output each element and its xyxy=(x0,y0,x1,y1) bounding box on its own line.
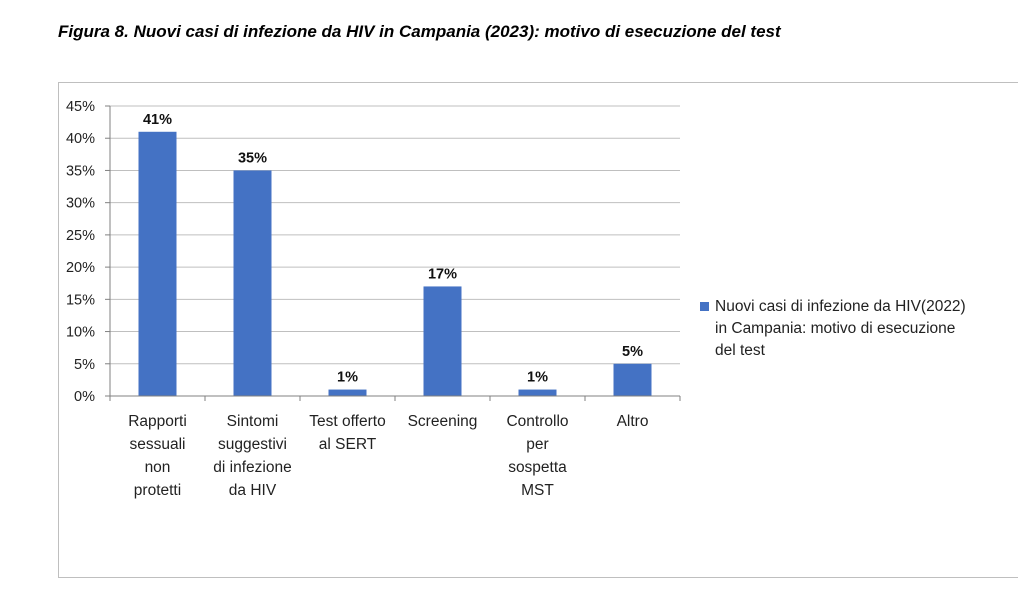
category-label: non xyxy=(145,459,171,476)
data-label: 1% xyxy=(527,370,548,386)
category-label: MST xyxy=(521,482,554,499)
figure-title: Figura 8. Nuovi casi di infezione da HIV… xyxy=(58,22,781,41)
category-label: per xyxy=(526,436,548,453)
y-tick-label: 20% xyxy=(66,260,95,276)
y-tick-label: 40% xyxy=(66,131,95,147)
legend-swatch xyxy=(700,302,709,311)
x-axis-categories: Rapporti sessuali non protetti Sintomi sugges… xyxy=(128,413,648,499)
category-label: Altro xyxy=(617,413,649,430)
data-label: 17% xyxy=(428,266,457,282)
data-label: 5% xyxy=(622,344,643,360)
data-label: 1% xyxy=(337,370,358,386)
legend: Nuovi casi di infezione da HIV(2022) in … xyxy=(700,296,1000,362)
category-label: Sintomi xyxy=(227,413,279,430)
data-label: 41% xyxy=(143,112,172,128)
category-label: suggestivi xyxy=(218,436,287,453)
bar xyxy=(613,363,652,396)
y-tick-label: 35% xyxy=(66,163,95,179)
gridlines xyxy=(110,105,680,365)
category-label: Controllo xyxy=(506,413,568,430)
y-tick-label: 30% xyxy=(66,196,95,212)
bar xyxy=(518,389,557,396)
y-tick-label: 0% xyxy=(74,389,95,405)
y-tick-label: 15% xyxy=(66,292,95,308)
category-label: sessuali xyxy=(130,436,186,453)
category-label: Rapporti xyxy=(128,413,187,430)
y-tick-label: 10% xyxy=(66,325,95,341)
bar xyxy=(328,389,367,396)
y-tick-label: 5% xyxy=(74,357,95,373)
y-axis-ticks: 0% 5% 10% 15% 20% 25% 30% 35% 40% 45% xyxy=(66,99,110,405)
bar xyxy=(138,131,177,396)
category-label: Test offerto xyxy=(309,413,385,430)
chart-frame xyxy=(58,82,1018,578)
y-tick-label: 25% xyxy=(66,228,95,244)
bar xyxy=(233,170,272,396)
category-label: protetti xyxy=(134,482,181,499)
y-tick-label: 45% xyxy=(66,99,95,115)
axes xyxy=(109,106,681,401)
legend-line: Nuovi casi di infezione da HIV(2022) xyxy=(715,298,966,315)
legend-label: Nuovi casi di infezione da HIV(2022) in … xyxy=(715,296,966,362)
bars xyxy=(138,131,652,396)
category-label: Screening xyxy=(408,413,478,430)
data-labels: 41% 35% 1% 17% 1% 5% xyxy=(143,112,643,386)
legend-line: del test xyxy=(715,342,765,359)
data-label: 35% xyxy=(238,150,267,166)
category-label: da HIV xyxy=(229,482,277,499)
bar xyxy=(423,286,462,396)
category-label: al SERT xyxy=(319,436,377,453)
category-label: sospetta xyxy=(508,459,567,476)
legend-line: in Campania: motivo di esecuzione xyxy=(715,320,956,337)
category-label: di infezione xyxy=(213,459,291,476)
